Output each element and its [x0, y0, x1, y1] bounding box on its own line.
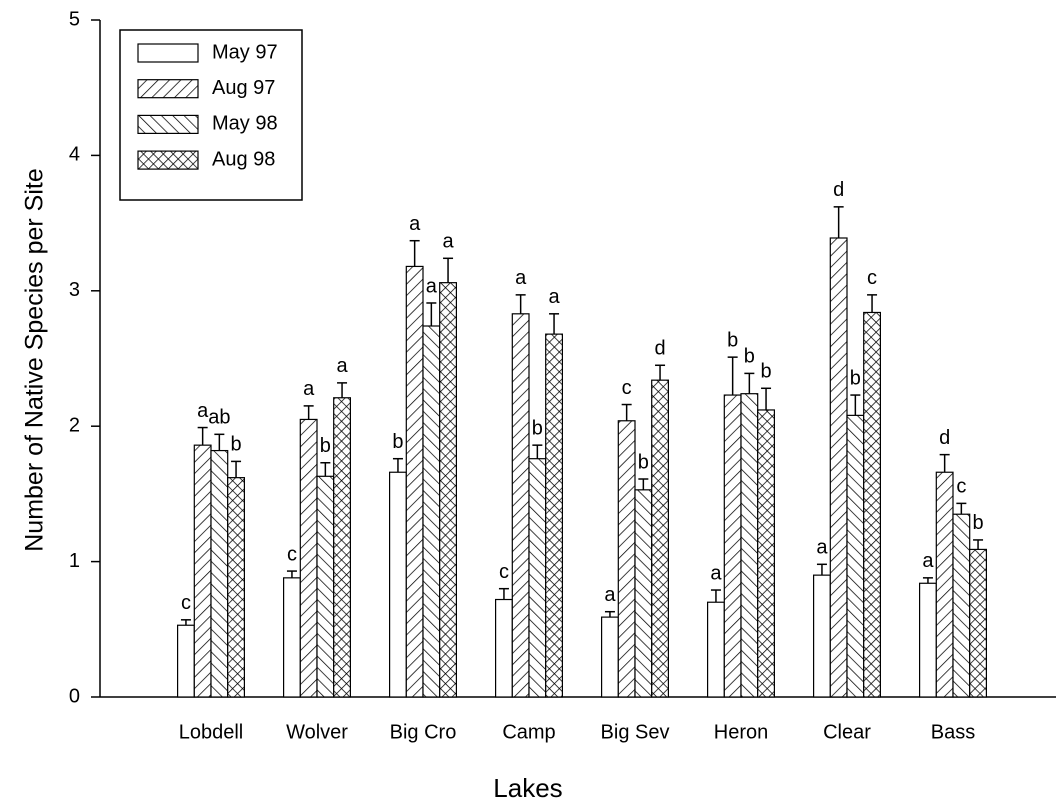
significance-letter: c — [956, 476, 966, 498]
bar — [283, 577, 301, 698]
y-tick-label: 2 — [69, 414, 80, 436]
y-tick-label: 5 — [69, 8, 80, 30]
significance-letter: a — [548, 286, 560, 308]
x-tick-label: Big Sev — [601, 721, 670, 743]
significance-letter: a — [442, 231, 454, 253]
legend-label: Aug 98 — [212, 148, 275, 170]
significance-letter: d — [654, 338, 665, 360]
legend-label: May 97 — [212, 41, 278, 63]
significance-letter: a — [922, 550, 934, 572]
bar — [439, 282, 458, 698]
significance-letter: a — [409, 213, 421, 235]
bar — [952, 513, 971, 698]
significance-letter: a — [816, 537, 828, 559]
x-tick-label: Heron — [714, 721, 768, 743]
bar — [600, 616, 619, 698]
significance-letter: a — [604, 584, 616, 606]
bar — [812, 574, 831, 698]
bar — [193, 444, 212, 698]
bar — [723, 394, 742, 698]
bar — [389, 471, 407, 698]
legend-swatch — [137, 79, 199, 99]
significance-letter: c — [287, 543, 297, 565]
bar — [918, 582, 937, 698]
legend-label: Aug 97 — [212, 77, 275, 99]
significance-letter: b — [392, 431, 403, 453]
significance-letter: c — [181, 592, 191, 614]
significance-letter: c — [867, 267, 877, 289]
significance-letter: a — [710, 562, 722, 584]
x-tick-label: Bass — [931, 721, 975, 743]
significance-letter: d — [939, 427, 950, 449]
significance-letter: b — [850, 367, 861, 389]
significance-letter: a — [426, 275, 438, 297]
bar — [846, 414, 865, 698]
bar — [511, 313, 530, 698]
bar — [227, 477, 245, 698]
bar — [935, 471, 954, 698]
significance-letter: b — [320, 435, 331, 457]
significance-letter: b — [638, 451, 649, 473]
bar — [651, 379, 670, 698]
bar — [634, 489, 653, 698]
bar — [617, 420, 636, 698]
bar — [528, 458, 547, 698]
legend-label: May 98 — [212, 113, 278, 135]
significance-letter: a — [336, 355, 348, 377]
bar — [757, 409, 776, 698]
bar — [210, 449, 229, 698]
bar — [316, 475, 335, 698]
x-tick-label: Camp — [502, 721, 555, 743]
legend-swatch — [137, 114, 199, 135]
x-tick-label: Lobdell — [179, 721, 244, 743]
bar — [863, 311, 882, 698]
significance-letter: a — [303, 378, 315, 400]
significance-letter: b — [532, 417, 543, 439]
x-tick-label: Wolver — [286, 721, 348, 743]
bar — [740, 393, 759, 698]
significance-letter: ab — [208, 407, 230, 429]
y-tick-label: 0 — [69, 685, 80, 707]
significance-letter: b — [760, 361, 771, 383]
significance-letter: c — [499, 561, 509, 583]
bar — [333, 397, 352, 698]
bar — [422, 325, 441, 698]
significance-letter: b — [972, 512, 983, 534]
bar — [495, 598, 513, 698]
y-tick-label: 1 — [69, 550, 80, 572]
y-axis-label: Number of Native Species per Site — [21, 168, 49, 552]
bar — [829, 237, 848, 698]
legend-swatch — [137, 43, 199, 63]
significance-letter: b — [727, 329, 738, 351]
bar — [177, 624, 195, 698]
bar — [706, 601, 725, 698]
significance-letter: a — [197, 400, 209, 422]
x-axis-label: Lakes — [493, 773, 562, 803]
bar — [405, 265, 424, 698]
x-tick-label: Clear — [823, 721, 871, 743]
x-tick-label: Big Cro — [390, 721, 457, 743]
bar — [969, 548, 988, 698]
significance-letter: d — [833, 179, 844, 201]
significance-letter: b — [230, 434, 241, 456]
bar — [545, 333, 564, 698]
significance-letter: c — [622, 377, 632, 399]
legend-swatch — [137, 150, 199, 170]
significance-letter: a — [515, 267, 527, 289]
y-tick-label: 3 — [69, 279, 80, 301]
bar — [299, 418, 318, 698]
y-tick-label: 4 — [69, 144, 80, 166]
significance-letter: b — [744, 346, 755, 368]
